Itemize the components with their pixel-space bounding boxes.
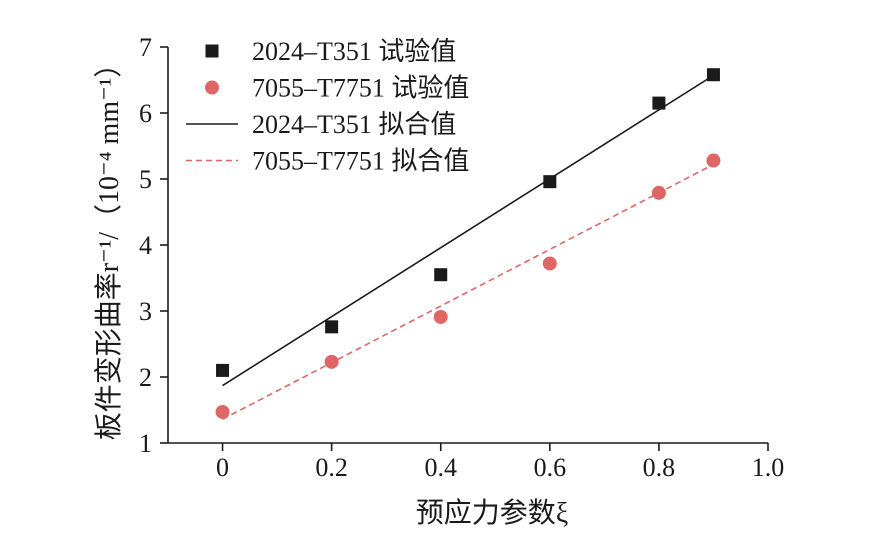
y-tick-label: 4 bbox=[139, 231, 152, 260]
y-tick-label: 7 bbox=[139, 33, 152, 62]
y-tick-label: 6 bbox=[139, 99, 152, 128]
legend-label: 2024–T351 试验值 bbox=[252, 37, 456, 66]
legend-label: 7055–T7751 试验值 bbox=[252, 74, 469, 103]
axes bbox=[167, 47, 768, 444]
x-tick-label: 1.0 bbox=[752, 453, 785, 482]
data-point-7055 bbox=[651, 185, 666, 200]
legend-marker-circle bbox=[205, 80, 219, 95]
x-ticks: 0 0.2 0.4 0.6 0.8 1.0 bbox=[216, 443, 784, 482]
fit-line-2024 bbox=[222, 74, 714, 387]
data-point-7055 bbox=[706, 153, 721, 168]
data-point-2024 bbox=[706, 68, 720, 82]
y-axis-title: 板件变形曲率r⁻¹/（10⁻⁴ mm⁻¹） bbox=[93, 50, 125, 441]
y-tick-label: 3 bbox=[139, 297, 152, 326]
y-tick-label: 1 bbox=[139, 429, 152, 458]
legend: 2024–T351 试验值 7055–T7751 试验值 2024–T351 拟合值… bbox=[186, 37, 469, 176]
series-layer bbox=[215, 68, 721, 420]
legend-label: 7055–T7751 拟合值 bbox=[252, 147, 469, 176]
y-ticks: 1 2 3 4 5 6 7 bbox=[139, 33, 168, 458]
y-tick-label: 2 bbox=[139, 363, 152, 392]
data-point-7055 bbox=[215, 404, 230, 419]
x-axis-title: 预应力参数ξ bbox=[416, 497, 568, 529]
data-point-2024 bbox=[652, 96, 666, 110]
fit-line-7055 bbox=[222, 163, 714, 420]
data-point-2024 bbox=[434, 268, 448, 282]
data-point-7055 bbox=[542, 256, 557, 271]
data-point-7055 bbox=[324, 354, 339, 369]
x-tick-label: 0.4 bbox=[424, 453, 457, 482]
legend-label: 2024–T351 拟合值 bbox=[252, 110, 456, 139]
x-tick-label: 0 bbox=[216, 453, 229, 482]
data-point-7055 bbox=[433, 309, 448, 324]
legend-marker-square bbox=[205, 44, 219, 58]
data-point-2024 bbox=[216, 363, 230, 377]
data-point-2024 bbox=[543, 175, 557, 189]
x-tick-label: 0.2 bbox=[315, 453, 348, 482]
x-tick-label: 0.6 bbox=[534, 453, 567, 482]
y-tick-label: 5 bbox=[139, 165, 152, 194]
data-point-2024 bbox=[325, 320, 339, 334]
x-tick-label: 0.8 bbox=[643, 453, 676, 482]
